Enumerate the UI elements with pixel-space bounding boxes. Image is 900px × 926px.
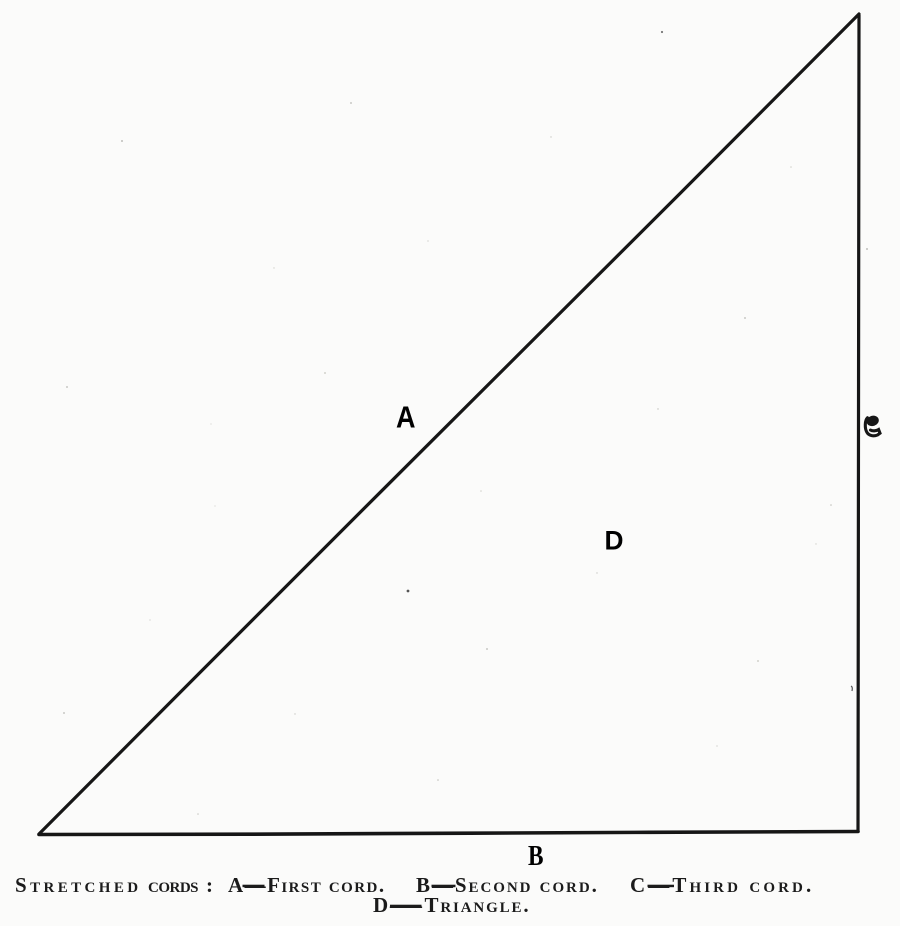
svg-text:D: D [605, 526, 624, 556]
svg-text:B: B [528, 840, 544, 872]
svg-text:A: A [396, 400, 416, 435]
